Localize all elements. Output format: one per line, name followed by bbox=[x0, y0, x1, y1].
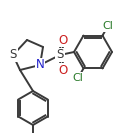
Text: Cl: Cl bbox=[103, 21, 113, 31]
Text: O: O bbox=[58, 34, 68, 47]
Text: Cl: Cl bbox=[73, 73, 83, 83]
Text: S: S bbox=[9, 49, 17, 61]
Text: O: O bbox=[58, 63, 68, 76]
Text: S: S bbox=[56, 49, 64, 61]
Text: N: N bbox=[36, 59, 44, 72]
